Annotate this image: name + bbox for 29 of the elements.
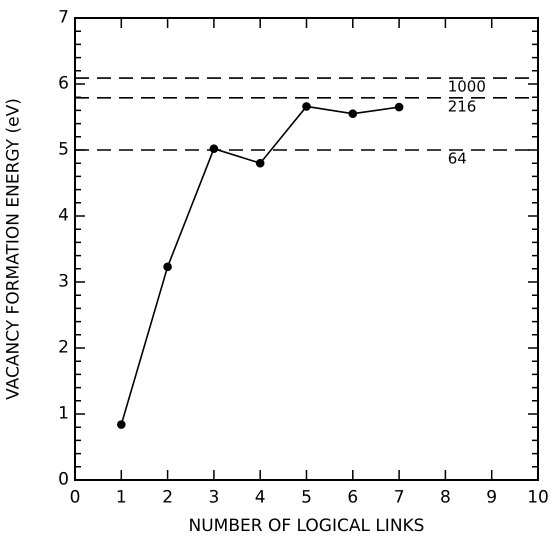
point bbox=[163, 262, 172, 272]
x-tick-label: 6 bbox=[347, 488, 358, 508]
annotation: 1000 bbox=[448, 77, 486, 96]
x-tick-label: 4 bbox=[254, 488, 266, 508]
point bbox=[302, 102, 311, 111]
y-tick-label: 3 bbox=[58, 271, 69, 292]
x-axis-title: NUMBER OF LOGICAL LINKS bbox=[188, 516, 424, 536]
y-tick-label: 6 bbox=[58, 73, 69, 94]
y-tick-label: 2 bbox=[58, 337, 69, 358]
x-tick-label: 7 bbox=[394, 488, 405, 508]
x-tick-label: 8 bbox=[440, 488, 451, 508]
x-tick-label: 9 bbox=[486, 488, 498, 508]
point bbox=[256, 158, 264, 168]
y-tick-label: 7 bbox=[58, 7, 69, 28]
point bbox=[394, 102, 404, 112]
x-tick-label: 1 bbox=[116, 488, 127, 508]
annotation: 64 bbox=[448, 149, 467, 168]
point bbox=[348, 109, 358, 118]
x-tick-label: 2 bbox=[162, 488, 174, 508]
y-tick-label: 1 bbox=[58, 403, 69, 424]
x-tick-label: 3 bbox=[208, 488, 220, 508]
y-tick-label: 4 bbox=[58, 205, 69, 226]
annotation: 216 bbox=[448, 97, 476, 116]
y-tick-label: 5 bbox=[58, 139, 69, 160]
point bbox=[117, 420, 126, 429]
x-tick-label: 5 bbox=[301, 488, 312, 508]
y-axis-title: VACANCY FORMATION ENERGY (eV) bbox=[4, 98, 24, 400]
x-tick-label: 10 bbox=[527, 488, 549, 508]
y-tick-label: 0 bbox=[58, 469, 69, 490]
